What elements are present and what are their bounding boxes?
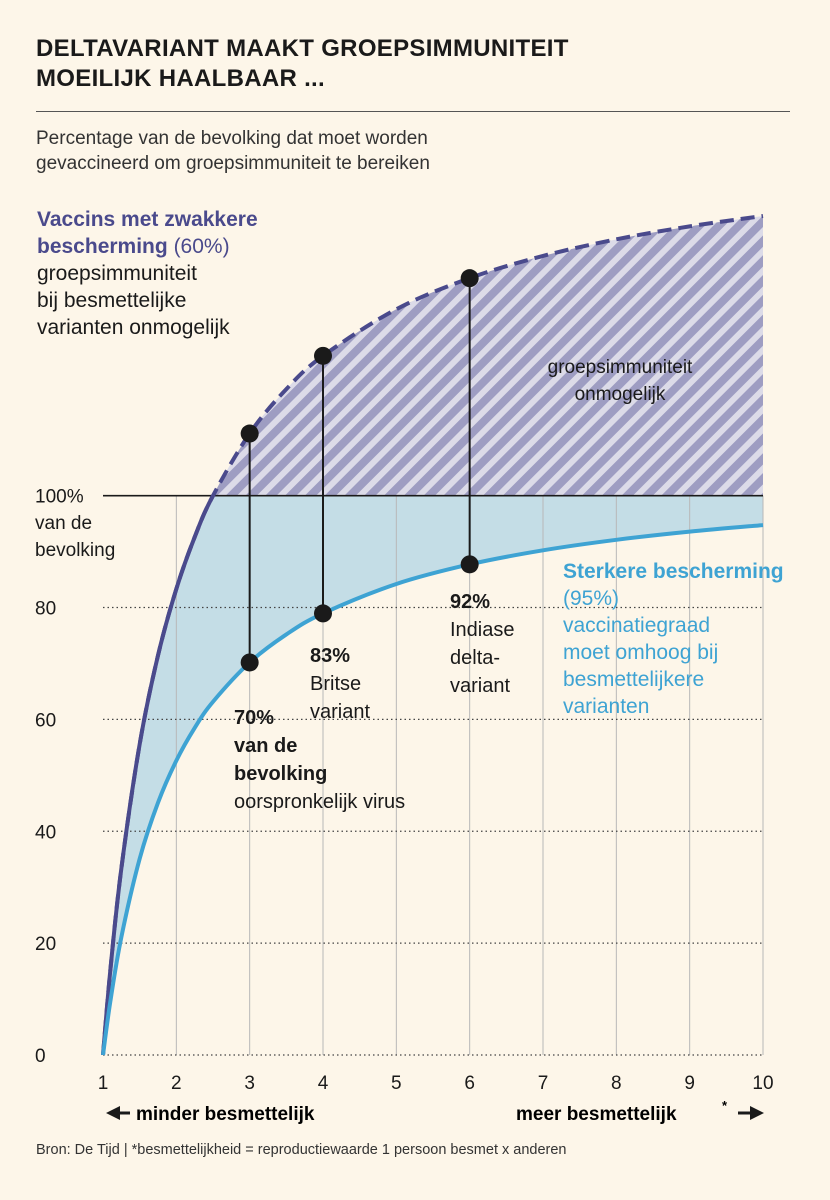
x-tick-label: 7 (538, 1073, 549, 1094)
title-line: DELTAVARIANT MAAKT GROEPSIMMUNITEIT (36, 35, 569, 62)
annotation-line: delta- (450, 647, 501, 669)
description-line: groepsimmuniteit (37, 262, 197, 285)
y-tick-label: 40 (35, 822, 56, 843)
annotation-line: Britse (310, 673, 362, 695)
x-right-label: meer besmettelijk (516, 1104, 677, 1125)
subtitle-line: gevaccineerd om groepsimmuniteit te bere… (36, 153, 430, 174)
strong-legend: Sterkere bescherming (95%) vaccinatiegra… (563, 558, 803, 720)
left-arrow-head (106, 1106, 120, 1120)
x-tick-label: 4 (318, 1073, 329, 1094)
footer: Bron: De Tijd | *besmettelijkheid = repr… (36, 1142, 567, 1158)
x-tick-label: 10 (752, 1073, 773, 1094)
description-line: varianten (563, 695, 650, 718)
annotation-value: 83% (310, 645, 351, 667)
annotation-bold-line: van de (234, 735, 298, 757)
x-tick-label: 6 (464, 1073, 475, 1094)
x-tick-label: 2 (171, 1073, 182, 1094)
legend-efficacy: (95%) (563, 587, 620, 610)
description-line: varianten onmogelijk (37, 316, 230, 339)
y-tick-label: 60 (35, 710, 56, 731)
annotation-value: 92% (450, 591, 491, 613)
legend-description: groepsimmuniteit bij besmettelijke variant… (37, 260, 327, 341)
annotation-value: 70% (234, 707, 275, 729)
impossible-area (213, 216, 763, 496)
y-tick-label: 100% (35, 487, 84, 508)
x-tick-label: 3 (244, 1073, 255, 1094)
legend-description: vaccinatiegraad moet omhoog bij besmetteli… (563, 612, 803, 720)
description-line: moet omhoog bij (563, 641, 719, 664)
legend-name: Vaccins met zwakkere bescherming (37, 208, 258, 258)
description-line: bij besmettelijke (37, 289, 187, 312)
series-line-solid (101, 495, 216, 1056)
x-right-footnote-mark: * (722, 1098, 728, 1113)
legend-name: Sterkere bescherming (563, 560, 784, 583)
y-label-line: van de (35, 513, 93, 534)
subtitle-line: Percentage van de bevolking dat moet wor… (36, 128, 428, 149)
chart-title: DELTAVARIANT MAAKT GROEPSIMMUNITEIT MOEIL… (36, 34, 569, 94)
title-line: MOEILIJK HAALBAAR ... (36, 65, 325, 92)
series-line (101, 214, 764, 1056)
legend-efficacy: (60%) (173, 235, 230, 258)
y-axis-label: van de bevolking (35, 483, 115, 564)
protected-area (103, 495, 763, 1055)
y-label-line: bevolking (35, 540, 116, 561)
region-label-line: groepsimmuniteit (547, 357, 693, 378)
description-line: vaccinatiegraad (563, 614, 711, 637)
annotation: 83% Britse variant (310, 642, 370, 726)
y-tick-label: 20 (35, 934, 56, 955)
point (460, 555, 479, 574)
annotation-line: Indiase (450, 619, 515, 641)
annotation: 92% Indiase delta-variant (450, 588, 515, 700)
x-tick-label: 1 (98, 1073, 109, 1094)
y-tick-label: 0 (35, 1046, 46, 1067)
weak-legend: Vaccins met zwakkere bescherming (60%) g… (37, 206, 327, 341)
region-label: groepsimmuniteit onmogelijk (520, 354, 720, 408)
x-left-label: minder besmettelijk (136, 1104, 315, 1125)
annotation-line: variant (450, 675, 511, 697)
annotation: 70% van de bevolking oorspronkelijk virus (234, 704, 405, 816)
annotation-line: variant (310, 701, 371, 723)
point (314, 604, 332, 623)
title-rule (36, 111, 790, 112)
annotation-bold-line: bevolking (234, 763, 328, 785)
annotation-line: oorspronkelijk virus (234, 791, 406, 813)
x-tick-label: 8 (611, 1073, 622, 1094)
x-tick-label: 9 (684, 1073, 695, 1094)
point (240, 424, 259, 443)
x-tick-label: 5 (391, 1073, 402, 1094)
chart-subtitle: Percentage van de bevolking dat moet wor… (36, 126, 430, 176)
right-arrow-head (750, 1106, 764, 1120)
point (240, 653, 259, 672)
point (314, 346, 332, 365)
description-line: besmettelijkere (563, 668, 705, 691)
point (460, 269, 479, 288)
y-tick-label: 80 (35, 599, 56, 620)
region-label-line: onmogelijk (574, 384, 666, 405)
